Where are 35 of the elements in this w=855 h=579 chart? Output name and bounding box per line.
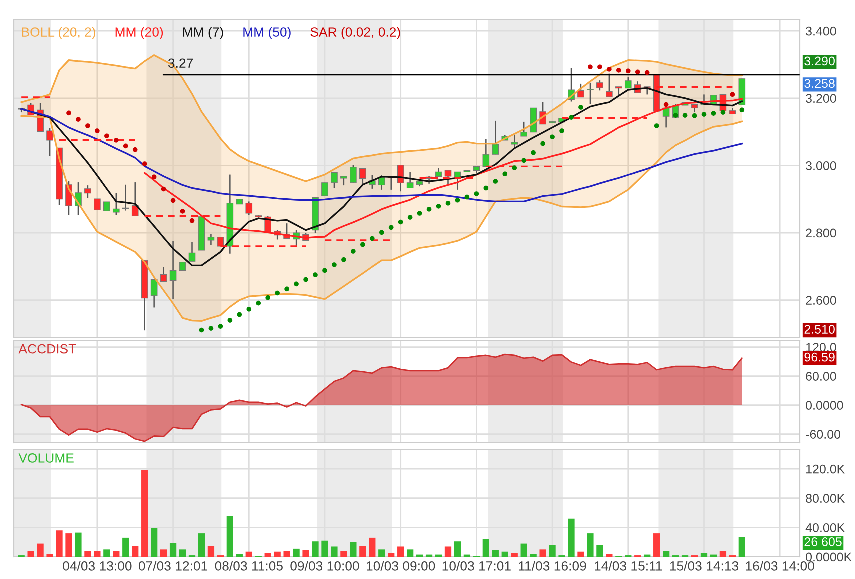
y-tick-label: 40.00K: [806, 523, 846, 532]
x-tick-label: 10/03 09:00: [366, 561, 436, 571]
chart-title: ACCDIST: [18, 344, 76, 354]
y-tick-label: -60.00: [806, 430, 841, 439]
x-tick-label: 08/03 11:05: [215, 561, 283, 571]
text: 2.510: [804, 325, 835, 334]
text: 3.290: [804, 56, 835, 66]
text: 3.258: [804, 79, 835, 88]
series-label: BOLL (20, 2): [22, 27, 96, 40]
x-tick-label: 10/03 17:01: [442, 561, 511, 571]
y-tick-label: 0.0000K: [806, 552, 852, 562]
text: SAR (0.02, 0.2): [310, 27, 400, 40]
y-tick-label: 60.00: [806, 372, 836, 381]
y-tick-label: 120.0K: [806, 464, 846, 474]
y-tick-label: 2.800: [806, 228, 836, 238]
x-tick-label: 15/03 14:13: [670, 561, 739, 571]
y-tick-label: 3.000: [806, 162, 836, 170]
x-tick-label: 16/03 14:00: [746, 561, 814, 571]
x-tick-label: 07/03 12:01: [138, 561, 208, 571]
text: MM (7): [183, 27, 224, 40]
text: MM (20): [116, 27, 164, 40]
y-tick-label: 3.400: [806, 26, 836, 36]
text: MM (50): [244, 27, 291, 40]
x-tick-label: 14/03 15:11: [595, 561, 662, 571]
chart-title: VOLUME: [18, 454, 74, 463]
y-tick-label: 0.0000: [806, 401, 844, 410]
x-tick-label: 11/03 16:09: [519, 561, 586, 571]
y-tick-label: 2.600: [806, 296, 836, 305]
x-tick-label: 09/03 10:00: [290, 561, 360, 571]
y-tick-label: 80.00K: [806, 494, 846, 504]
y-tick-label: 3.200: [806, 94, 836, 104]
text: 26 605: [804, 538, 842, 546]
annotation: 3.27: [168, 58, 193, 68]
x-tick-label: 04/03 13:00: [63, 561, 132, 571]
text: 96.59: [804, 352, 835, 362]
